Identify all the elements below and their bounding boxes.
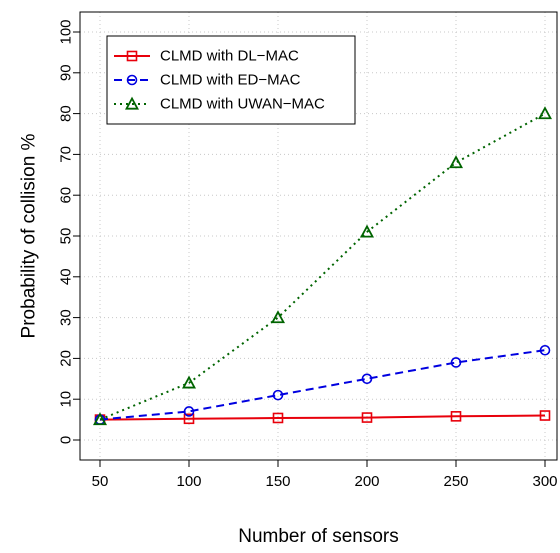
- triangle-marker: [270, 310, 286, 324]
- square-marker: [361, 412, 373, 423]
- x-tick-label: 200: [354, 473, 379, 490]
- triangle-marker: [124, 96, 140, 110]
- series-circle: [94, 344, 551, 425]
- series-triangle: [92, 106, 553, 426]
- square-marker: [183, 413, 195, 425]
- legend-box: [106, 35, 356, 125]
- x-tick-label: 250: [443, 473, 468, 490]
- y-tick-label: 20: [58, 350, 75, 367]
- circle-marker: [361, 373, 373, 385]
- legend-label: CLMD with ED−MAC: [160, 72, 301, 89]
- circle-marker: [539, 344, 551, 356]
- y-tick-label: 30: [58, 309, 75, 326]
- x-tick-label: 50: [92, 473, 109, 490]
- axes: 50 100 150 200 250 300 0 10 20 30 40 50 60 70 80 90 100: [58, 19, 558, 490]
- circle-marker: [183, 406, 195, 417]
- y-tick-label: 0: [58, 436, 75, 444]
- legend-label: CLMD with DL−MAC: [160, 48, 299, 65]
- y-tick-label: 100: [58, 19, 75, 44]
- square-marker: [126, 50, 138, 62]
- series-line: [99, 112, 546, 421]
- circle-marker: [450, 357, 462, 368]
- y-tick-label: 40: [58, 268, 75, 285]
- legend: CLMD with DL−MAC CLMD with ED−MAC CLMD wit…: [106, 35, 356, 125]
- y-tick-label: 90: [58, 64, 75, 81]
- series: [92, 106, 553, 426]
- y-tick-label: 50: [58, 228, 75, 245]
- square-marker: [539, 410, 551, 421]
- series-line: [99, 349, 546, 421]
- y-tick-label: 80: [58, 105, 75, 122]
- triangle-marker: [92, 412, 108, 426]
- x-axis-title: Number of sensors: [238, 526, 399, 547]
- series-square: [94, 410, 551, 425]
- y-axis-title: Probability of collision %: [19, 133, 40, 338]
- y-tick-label: 70: [58, 146, 75, 163]
- triangle-marker: [181, 375, 197, 389]
- triangle-marker: [359, 224, 375, 238]
- x-tick-label: 150: [265, 473, 290, 490]
- y-tick-label: 10: [58, 391, 75, 408]
- circle-marker: [272, 389, 284, 401]
- triangle-marker: [537, 106, 553, 120]
- x-tick-label: 300: [532, 473, 557, 490]
- legend-label: CLMD with UWAN−MAC: [160, 96, 325, 113]
- x-tick-label: 100: [176, 473, 201, 490]
- square-marker: [272, 412, 284, 424]
- series-line: [99, 414, 546, 421]
- triangle-marker: [448, 155, 464, 169]
- circle-marker: [126, 74, 138, 86]
- square-marker: [450, 411, 462, 422]
- y-tick-label: 60: [58, 187, 75, 204]
